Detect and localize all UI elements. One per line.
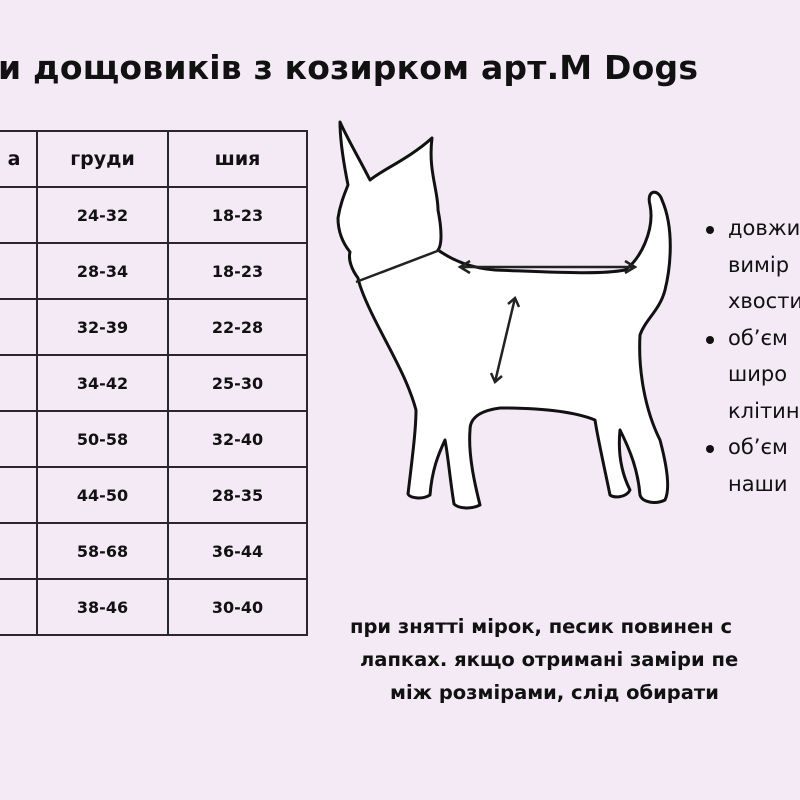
size-table: а груди шия 24-32 18-23 28-34 18-23 32-39 22-… xyxy=(0,130,308,636)
bullet-line: наши xyxy=(728,471,788,496)
table-row: 38-46 30-40 xyxy=(0,578,308,636)
dog-illustration xyxy=(336,120,672,510)
cell-neck: 36-44 xyxy=(167,522,308,580)
measurement-note: при знятті мірок, песик повинен с лапках.… xyxy=(350,610,738,709)
cell-size xyxy=(0,466,38,524)
table-row: 34-42 25-30 xyxy=(0,354,308,412)
cell-chest: 24-32 xyxy=(36,186,169,244)
cell-neck: 30-40 xyxy=(167,578,308,636)
cell-neck: 18-23 xyxy=(167,186,308,244)
measurement-list: довжи вимір хвости об’єм широ клітин об’єм наши xyxy=(706,210,800,502)
cell-chest: 44-50 xyxy=(36,466,169,524)
cell-size xyxy=(0,578,38,636)
cell-size xyxy=(0,354,38,412)
bullet-line: клітин xyxy=(728,398,800,423)
cell-size xyxy=(0,410,38,468)
cell-neck: 28-35 xyxy=(167,466,308,524)
bullet-line: вимір xyxy=(728,252,790,277)
chest-arrow-bottom-head xyxy=(489,372,503,385)
length-arrow-left-head xyxy=(457,259,471,275)
cell-neck: 22-28 xyxy=(167,298,308,356)
cell-chest: 28-34 xyxy=(36,242,169,300)
cell-size xyxy=(0,242,38,300)
cell-chest: 34-42 xyxy=(36,354,169,412)
bullet-line: об’єм xyxy=(706,429,800,466)
note-line: лапках. якщо отримані заміри пе xyxy=(360,648,739,671)
table-row: 44-50 28-35 xyxy=(0,466,308,524)
bullet-line: об’єм xyxy=(706,320,800,357)
header-size: а xyxy=(0,130,38,188)
note-line: при знятті мірок, песик повинен с xyxy=(350,615,733,638)
length-arrow-right-head xyxy=(624,259,638,275)
cell-size xyxy=(0,186,38,244)
cell-size xyxy=(0,298,38,356)
chest-arrow-top-head xyxy=(507,295,521,308)
table-row: 32-39 22-28 xyxy=(0,298,308,356)
bullet-line: хвости xyxy=(728,289,800,313)
page-title: и дощовиків з козирком арт.M Dogs xyxy=(0,48,699,87)
bullet-line: широ xyxy=(728,362,788,386)
dog-outline xyxy=(336,120,672,510)
cell-neck: 25-30 xyxy=(167,354,308,412)
header-neck: шия xyxy=(167,130,308,188)
cell-chest: 50-58 xyxy=(36,410,169,468)
table-row: 58-68 36-44 xyxy=(0,522,308,580)
cell-neck: 32-40 xyxy=(167,410,308,468)
chest-arrow xyxy=(493,297,517,383)
cell-chest: 58-68 xyxy=(36,522,169,580)
table-row: 24-32 18-23 xyxy=(0,186,308,244)
measure-arrows xyxy=(355,248,638,385)
note-line: між розмірами, слід обирати xyxy=(390,681,719,704)
table-row: 28-34 18-23 xyxy=(0,242,308,300)
cell-chest: 32-39 xyxy=(36,298,169,356)
cell-size xyxy=(0,522,38,580)
table-header-row: а груди шия xyxy=(0,130,308,188)
bullet-line: довжи xyxy=(706,210,800,247)
neck-arrow xyxy=(355,248,441,284)
cell-neck: 18-23 xyxy=(167,242,308,300)
cell-chest: 38-46 xyxy=(36,578,169,636)
header-chest: груди xyxy=(36,130,169,188)
table-row: 50-58 32-40 xyxy=(0,410,308,468)
